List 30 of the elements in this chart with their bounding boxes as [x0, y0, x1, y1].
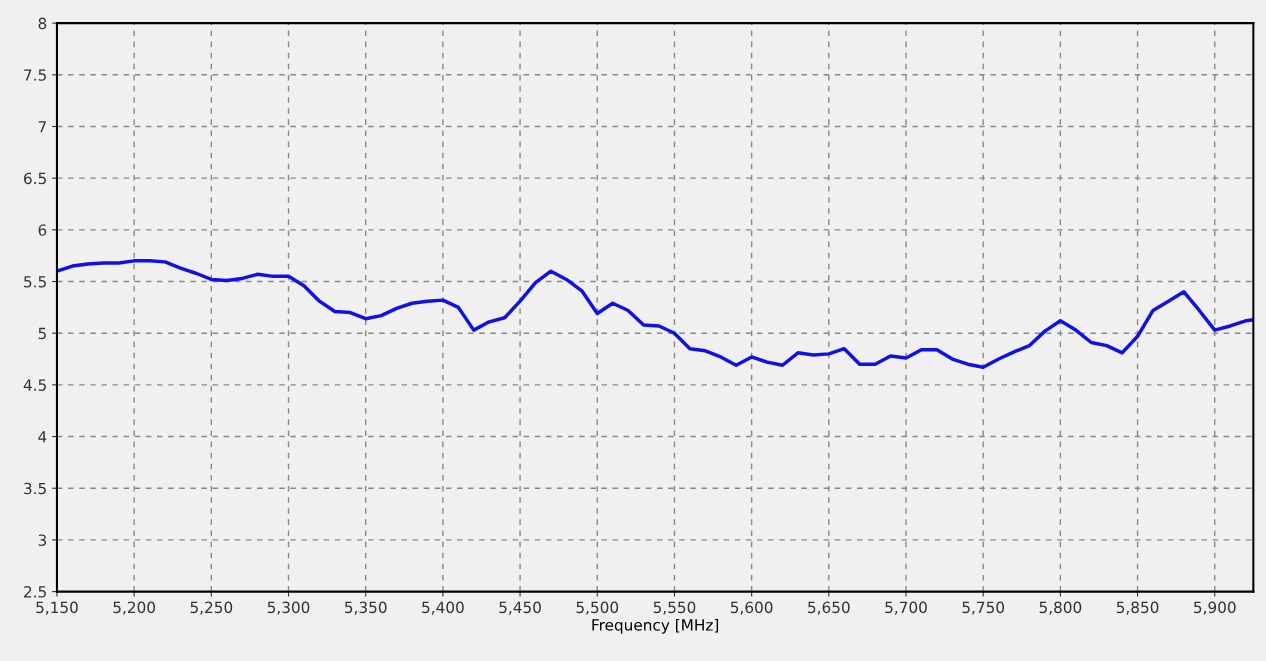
y-tick-label: 7 — [38, 121, 46, 133]
y-tick-label: 4.5 — [23, 379, 46, 391]
x-axis-title: Frequency [MHz] — [592, 618, 719, 634]
y-tick-label: 6.5 — [24, 172, 46, 185]
x-tick-label: 5,600 — [730, 601, 773, 615]
x-tick-label: 5,650 — [808, 601, 850, 615]
x-tick-label: 5,300 — [267, 601, 310, 615]
x-tick-label: 5,800 — [1039, 601, 1082, 615]
x-tick-label: 5,850 — [1116, 601, 1159, 615]
x-tick-label: 5,200 — [113, 601, 156, 615]
x-tick-label: 5,500 — [576, 601, 619, 615]
x-tick-label: 5,550 — [653, 601, 696, 615]
x-tick-label: 5,750 — [962, 601, 1005, 615]
y-tick-label: 4 — [38, 431, 47, 443]
x-tick-label: 5,250 — [190, 601, 233, 615]
x-tick-label: 5,900 — [1194, 601, 1236, 615]
x-tick-label: 5,450 — [499, 601, 541, 615]
x-tick-label: 5,400 — [422, 601, 464, 615]
x-tick-label: 5,700 — [885, 601, 927, 615]
y-tick-label: 8 — [38, 17, 47, 30]
x-tick-label: 5,350 — [345, 601, 387, 615]
y-tick-label: 3 — [38, 534, 47, 546]
y-tick-label: 6 — [38, 224, 47, 236]
line-series — [56, 259, 1254, 370]
y-tick-label: 2.5 — [24, 586, 46, 598]
y-tick-label: 3.5 — [24, 482, 46, 495]
y-tick-label: 5 — [38, 327, 46, 340]
y-tick-label: 5.5 — [24, 276, 46, 288]
y-tick-label: 7.5 — [24, 69, 46, 81]
x-tick-label: 5,150 — [36, 601, 78, 615]
